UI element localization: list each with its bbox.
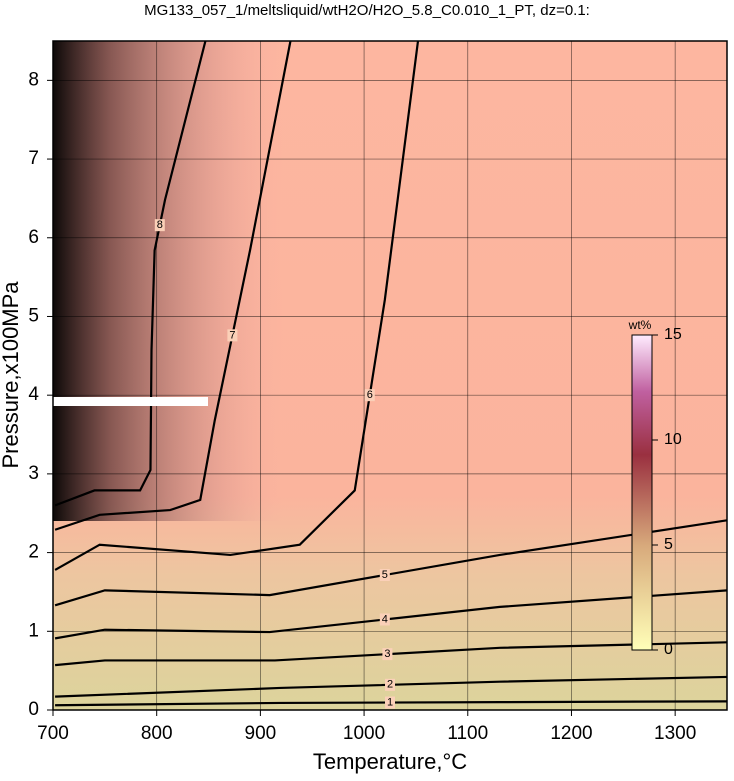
x-tick-label: 700 <box>37 723 69 744</box>
chart-title: MG133_057_1/meltsliquid/wtH2O/H2O_5.8_C0… <box>144 2 590 19</box>
contour-line <box>54 41 420 571</box>
y-tick-label: 8 <box>28 69 39 90</box>
y-tick-label: 6 <box>28 227 39 248</box>
contour-line <box>54 41 207 507</box>
missing-data-band <box>53 397 208 406</box>
contour-label: 2 <box>387 679 393 691</box>
plot-frame <box>52 40 728 711</box>
contour-label-bg <box>385 678 395 691</box>
y-axis-label: Pressure,x100MPa <box>0 281 23 469</box>
x-tick-label: 1100 <box>447 723 488 744</box>
contour-label-bg <box>154 219 165 232</box>
x-tick-label: 1200 <box>550 723 592 744</box>
contour-label-bg <box>385 696 395 709</box>
y-tick-label: 1 <box>28 620 39 641</box>
contour-label-bg <box>364 389 375 402</box>
x-axis-label: Temperature,°C <box>313 749 467 774</box>
y-tick-label: 5 <box>28 305 39 326</box>
contour-line <box>54 589 727 640</box>
steep-gradient-shade <box>53 41 283 521</box>
contour-line <box>54 641 727 667</box>
y-tick-label: 4 <box>28 384 39 405</box>
contour-label: 3 <box>384 648 390 660</box>
contour-label: 8 <box>157 219 163 231</box>
x-tick-label: 1300 <box>654 723 696 744</box>
colorbar-tick-label: 0 <box>664 641 673 658</box>
contour-label-bg <box>379 613 390 626</box>
y-tick-label: 2 <box>28 542 39 563</box>
colorbar-tick-label: 10 <box>664 431 682 448</box>
colorbar-label: wt% <box>628 318 652 332</box>
contour-label-bg <box>379 569 390 582</box>
contour-label: 7 <box>229 329 235 341</box>
colorbar-tick-label: 15 <box>664 326 682 343</box>
x-tick-label: 1000 <box>343 723 385 744</box>
contour-label: 4 <box>382 613 388 625</box>
contour-label: 6 <box>367 389 373 401</box>
colorbar <box>631 334 653 651</box>
y-tick-label: 3 <box>28 463 39 484</box>
colorbar-tick-label: 5 <box>664 536 673 553</box>
contour-line <box>54 519 727 607</box>
contour-line <box>54 41 292 531</box>
contour-label: 1 <box>387 696 393 708</box>
x-tick-label: 800 <box>141 723 173 744</box>
y-tick-label: 7 <box>28 148 39 169</box>
contour-label-bg <box>382 648 393 661</box>
contour-label-bg <box>227 329 238 342</box>
x-tick-label: 900 <box>245 723 277 744</box>
contour-label: 5 <box>382 569 388 581</box>
y-tick-label: 0 <box>28 699 39 720</box>
